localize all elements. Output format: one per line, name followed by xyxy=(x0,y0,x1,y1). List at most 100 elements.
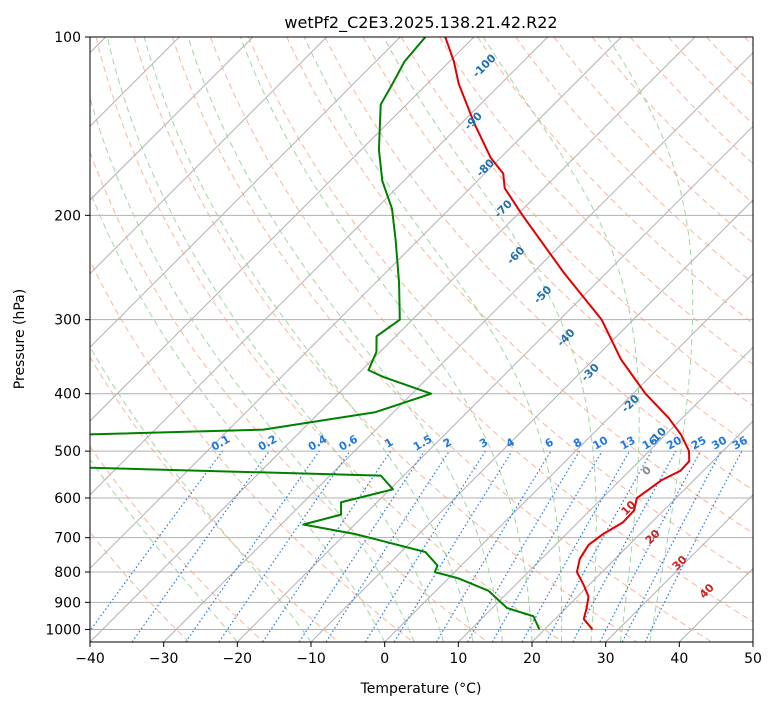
isotherm-line xyxy=(163,51,753,642)
isotherm-label: 0 xyxy=(639,463,654,478)
dry-adiabat-line xyxy=(439,37,753,366)
isotherm-label: -60 xyxy=(504,244,527,267)
isotherm-line xyxy=(236,125,753,642)
profile-lines xyxy=(90,37,691,631)
x-tick-label: 50 xyxy=(744,651,762,667)
moist-adiabat-line xyxy=(90,96,415,642)
moist-adiabat-line xyxy=(90,189,386,642)
isotherm-label: -90 xyxy=(462,109,485,132)
mixing-ratio-line xyxy=(521,450,631,642)
isotherm-line xyxy=(90,37,622,570)
moist-adiabat-line xyxy=(607,37,694,642)
dry-adiabat-line xyxy=(171,37,712,642)
mixing-ratio-line xyxy=(545,450,653,642)
dry-adiabat-line xyxy=(95,37,563,642)
plot-frame xyxy=(89,36,754,643)
x-tick-label: 20 xyxy=(523,651,541,667)
dry-adiabat-line xyxy=(90,356,339,642)
isotherm-label: -40 xyxy=(554,326,577,349)
dry-adiabat-line xyxy=(744,37,753,47)
dry-adiabat-line xyxy=(362,37,753,449)
y-tick-label: 500 xyxy=(54,444,81,460)
dry-adiabat-line xyxy=(591,37,753,204)
axes: −40 −30 −20 −10 0 10 20 30 40 5010020030040050060… xyxy=(45,30,762,667)
x-tick-label: 0 xyxy=(380,651,389,667)
y-tick-label: 300 xyxy=(54,313,81,329)
y-tick-label: 800 xyxy=(54,565,81,581)
mixing-ratio-line xyxy=(218,450,351,642)
moist-adiabat-line xyxy=(90,345,312,642)
mixing-ratio-label: 0.1 xyxy=(209,433,232,454)
moist-adiabat-line xyxy=(482,37,640,642)
dry-adiabat-line xyxy=(133,37,638,642)
isotherm-label: 30 xyxy=(670,553,690,573)
dry-adiabat-line xyxy=(90,531,190,642)
y-axis-label: Pressure (hPa) xyxy=(12,289,28,389)
dry-adiabat-line xyxy=(248,37,753,578)
isotherm-line xyxy=(90,37,328,275)
x-tick-label: 30 xyxy=(597,651,615,667)
mixing-ratio-line xyxy=(131,450,270,642)
mixing-ratio-label: 1.5 xyxy=(411,433,434,454)
isotherm-label: -80 xyxy=(474,156,497,179)
dry-adiabat-line xyxy=(210,37,753,623)
dry-adiabat-line xyxy=(324,37,753,491)
dry-adiabat-line xyxy=(668,37,753,125)
mixing-ratio-line xyxy=(325,450,450,642)
isotherm-line xyxy=(90,37,696,642)
chart-title: wetPf2_C2E3.2025.138.21.42.R22 xyxy=(284,13,557,33)
mixing-ratio-label: 36 xyxy=(730,433,750,452)
mixing-ratio-label: 0.6 xyxy=(337,432,361,453)
dry-adiabat-line xyxy=(553,37,753,244)
mixing-ratio-line xyxy=(262,450,392,642)
moist-adiabat-line xyxy=(383,37,597,642)
isotherm-label: 20 xyxy=(643,527,663,547)
x-tick-label: −10 xyxy=(296,651,326,667)
isotherm-line xyxy=(90,37,549,496)
mixing-ratio-label: 25 xyxy=(689,434,709,453)
dry-adiabat-line xyxy=(286,37,753,534)
isotherm-line xyxy=(457,346,753,642)
y-tick-label: 700 xyxy=(54,531,81,547)
isotherm-label: 40 xyxy=(697,581,717,601)
x-tick-label: −30 xyxy=(149,651,179,667)
mixing-ratio-line xyxy=(185,450,320,642)
mixing-ratio-line xyxy=(572,450,677,642)
moist-adiabat-line xyxy=(303,37,563,642)
moist-adiabat-line xyxy=(143,37,474,642)
dry-adiabat-line xyxy=(400,37,753,407)
isotherm-line xyxy=(605,493,753,642)
mixing-ratio-label: 30 xyxy=(709,433,729,452)
dewpoint-line xyxy=(90,37,541,630)
x-axis-label: Temperature (°C) xyxy=(360,681,482,697)
mixing-ratio-label: 8 xyxy=(571,436,584,451)
moist-adiabat-line xyxy=(90,458,238,642)
mixing-ratio-label: 0.4 xyxy=(306,432,330,453)
moist-adiabat-line xyxy=(187,37,504,642)
isotherm-label: -30 xyxy=(579,361,602,384)
dry-adiabat-line xyxy=(90,445,264,642)
y-tick-label: 200 xyxy=(54,208,81,224)
isotherm-line xyxy=(90,37,475,422)
dry-adiabat-line xyxy=(90,259,414,642)
mixing-ratio-line xyxy=(298,450,425,642)
mixing-ratio-label: 10 xyxy=(591,433,611,452)
mixing-ratio-label: 0.2 xyxy=(256,433,279,454)
temperature-line xyxy=(444,37,691,631)
y-tick-label: 100 xyxy=(54,30,81,46)
mixing-ratio-line xyxy=(90,450,223,632)
x-tick-label: −40 xyxy=(75,651,105,667)
y-tick-label: 600 xyxy=(54,491,81,507)
isotherm-label: -100 xyxy=(470,51,499,80)
isotherm-label: -50 xyxy=(531,283,554,306)
isotherm-line xyxy=(752,641,753,642)
mixing-ratio-line xyxy=(644,450,743,642)
isotherm-line xyxy=(531,420,753,642)
isotherm-label: -70 xyxy=(492,197,515,220)
isotherm-line xyxy=(90,37,254,201)
isotherm-line xyxy=(384,272,753,642)
mixing-ratio-label: 6 xyxy=(543,435,556,450)
x-tick-label: 10 xyxy=(449,651,467,667)
moist-adiabat-line xyxy=(239,37,533,642)
